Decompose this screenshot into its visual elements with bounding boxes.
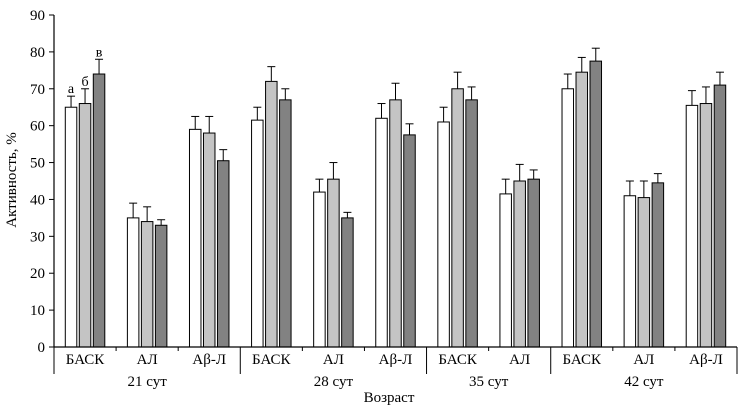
y-tick-label: 40 bbox=[30, 192, 45, 208]
bar bbox=[279, 99, 292, 348]
bar bbox=[575, 71, 589, 348]
category-label: БАСК bbox=[252, 352, 292, 368]
y-axis: 0 10 20 30 40 50 60 70 80 90 bbox=[30, 8, 55, 356]
bar bbox=[140, 221, 154, 348]
bars-layer: а бв bbox=[64, 45, 727, 348]
bar bbox=[637, 197, 651, 348]
age-group-label: 42 сут bbox=[624, 374, 664, 390]
y-tick-label: 50 bbox=[30, 156, 45, 172]
bar bbox=[527, 178, 540, 348]
bar bbox=[188, 128, 202, 348]
y-tick-label: 80 bbox=[30, 45, 45, 61]
bar bbox=[126, 217, 140, 348]
category-label: БАСК bbox=[66, 352, 106, 368]
bar bbox=[341, 217, 354, 348]
y-tick-label: 0 bbox=[38, 340, 46, 356]
bar bbox=[589, 60, 603, 348]
bar bbox=[92, 73, 106, 348]
age-group-label: 21 сут bbox=[128, 374, 168, 390]
bar bbox=[499, 193, 512, 348]
category-label: АЛ bbox=[323, 352, 344, 368]
bar bbox=[403, 134, 416, 348]
bar bbox=[685, 104, 699, 348]
y-tick-label: 10 bbox=[30, 303, 45, 319]
category-label: Аβ-Л bbox=[379, 352, 413, 368]
bar bbox=[154, 224, 168, 348]
bar bbox=[251, 119, 264, 348]
bar bbox=[713, 84, 727, 348]
x-axis: БАСК АЛ Аβ-Л БАСК АЛ Аβ-Л БАСК АЛ БАСК АЛ Аβ-Л 21 с… bbox=[53, 346, 738, 390]
category-label: БАСК bbox=[438, 352, 478, 368]
bar bbox=[389, 99, 402, 348]
series-label: в bbox=[96, 45, 103, 60]
category-label: Аβ-Л bbox=[192, 352, 226, 368]
x-axis-title: Возраст bbox=[364, 390, 415, 406]
series-label: а bbox=[68, 82, 75, 97]
bar bbox=[202, 132, 216, 348]
bar bbox=[465, 99, 478, 348]
y-tick-label: 60 bbox=[30, 119, 45, 135]
bar bbox=[699, 103, 713, 348]
bar bbox=[451, 88, 464, 348]
bar bbox=[375, 117, 388, 348]
category-label: Аβ-Л bbox=[689, 352, 723, 368]
y-tick-label: 90 bbox=[30, 8, 45, 24]
category-label: АЛ bbox=[137, 352, 158, 368]
bar bbox=[623, 195, 637, 348]
bar bbox=[437, 121, 450, 348]
bar bbox=[78, 103, 92, 348]
bar bbox=[561, 88, 575, 348]
bar bbox=[651, 182, 665, 348]
category-label: БАСК bbox=[563, 352, 603, 368]
bar bbox=[313, 191, 326, 348]
series-label: б bbox=[81, 75, 88, 90]
y-tick-label: 20 bbox=[30, 266, 45, 282]
y-axis-title: Активность, % bbox=[4, 132, 20, 228]
bar bbox=[64, 106, 78, 348]
y-tick-label: 30 bbox=[30, 229, 45, 245]
age-group-label: 28 сут bbox=[314, 374, 354, 390]
bar bbox=[265, 80, 278, 348]
bar bbox=[513, 180, 526, 348]
category-label: АЛ bbox=[509, 352, 530, 368]
bar bbox=[216, 160, 230, 348]
bar bbox=[327, 178, 340, 348]
age-group-label: 35 сут bbox=[469, 374, 509, 390]
y-tick-label: 70 bbox=[30, 82, 45, 98]
category-label: АЛ bbox=[633, 352, 654, 368]
